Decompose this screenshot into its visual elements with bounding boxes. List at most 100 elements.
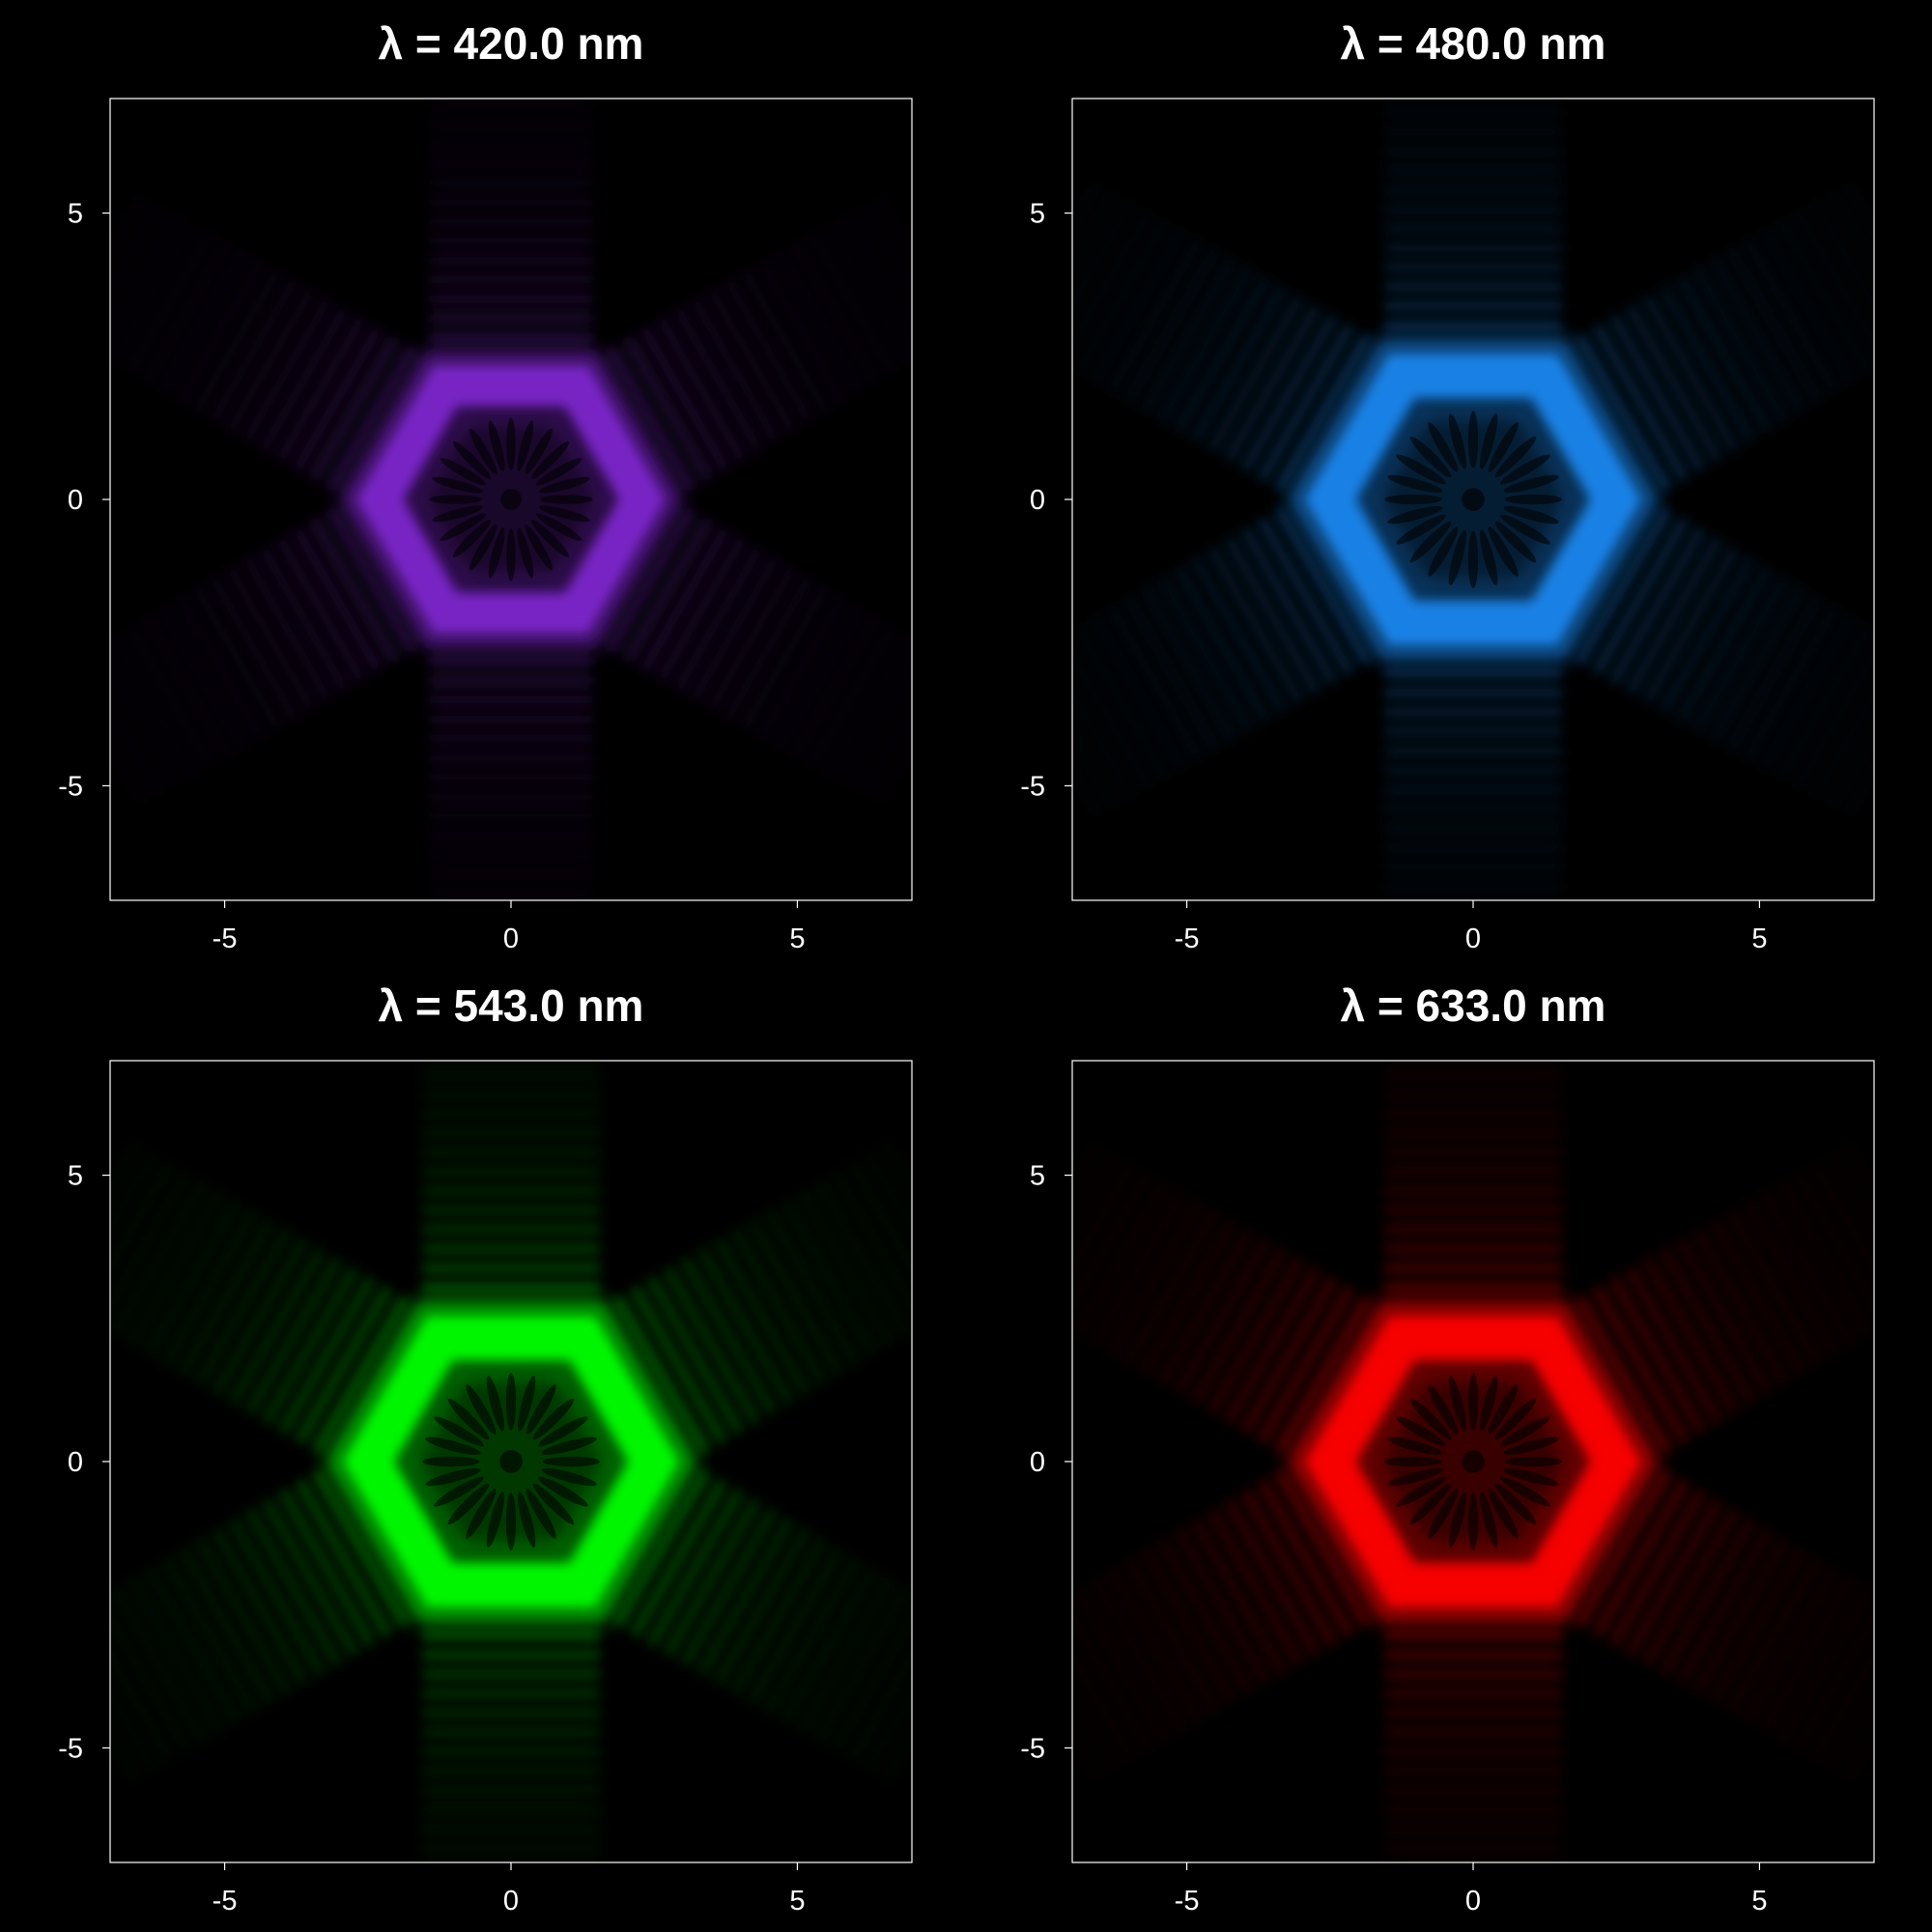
panel-title: λ = 420.0 nm: [379, 18, 644, 69]
panel-3: -5 0 5 5 0 -5 λ = 543.0 nm: [58, 980, 913, 1917]
y-tick-label: 0: [68, 485, 83, 516]
petal: [447, 1398, 490, 1440]
fringe: [1123, 1556, 1220, 1715]
fringe: [664, 1498, 760, 1657]
fringe: [706, 287, 797, 434]
fringe: [1626, 1498, 1722, 1657]
petal: [541, 1467, 597, 1487]
inner-fringes: [422, 1373, 600, 1550]
petal: [538, 476, 590, 494]
fringe: [125, 623, 215, 770]
petal: [452, 440, 492, 480]
fringe: [1207, 1508, 1304, 1666]
fringe: [1793, 1595, 1874, 1753]
fringe: [275, 536, 365, 683]
fringe: [1384, 128, 1562, 137]
petal: [1488, 1489, 1519, 1539]
fringe: [1384, 1032, 1562, 1040]
petal: [1448, 413, 1467, 469]
fringe: [1709, 1547, 1806, 1705]
fringe-arm: [429, 100, 593, 361]
fringe: [292, 326, 383, 472]
fringe: [756, 594, 847, 741]
fringe: [1384, 959, 1562, 968]
petal: [1500, 454, 1550, 485]
fringe: [192, 268, 282, 414]
fringe: [824, 219, 912, 366]
fringe: [422, 1051, 600, 1060]
fringe: [1793, 633, 1874, 791]
fringe: [1384, 1689, 1562, 1698]
fringe: [1090, 1189, 1187, 1348]
fringe: [1240, 526, 1338, 685]
fringe: [1608, 1276, 1706, 1435]
x-tick-label: -5: [1175, 923, 1200, 954]
petal: [440, 513, 487, 541]
fringe: [1123, 594, 1220, 753]
fringe: [1776, 1585, 1873, 1744]
fringe: [1793, 208, 1874, 366]
fringe: [1743, 1199, 1840, 1357]
fringe: [429, 274, 593, 284]
fringe: [1072, 1605, 1137, 1763]
fringe: [1072, 1595, 1153, 1753]
fringe: [1384, 1824, 1562, 1833]
petal: [1428, 422, 1459, 472]
fringe: [1576, 333, 1672, 492]
fringe: [1576, 1469, 1672, 1628]
x-tick-label: -5: [213, 923, 238, 954]
fringe: [194, 1537, 292, 1695]
petal: [1494, 521, 1537, 563]
fringe: [1626, 1266, 1722, 1425]
fringe: [1793, 1170, 1874, 1328]
fringe: [1384, 1264, 1562, 1273]
diffraction-pattern: [110, 1051, 912, 1853]
fringe: [813, 1585, 911, 1744]
fringe: [706, 565, 797, 712]
petal: [1488, 526, 1519, 577]
fringe: [807, 229, 897, 376]
x-tick-label: 5: [1751, 1886, 1767, 1917]
fringe: [1659, 285, 1756, 443]
fringe: [422, 1727, 600, 1737]
fringe: [225, 565, 316, 712]
x-tick-label: -5: [213, 1886, 238, 1917]
fringe: [144, 1566, 242, 1724]
petal: [1409, 1483, 1452, 1525]
fringe: [1642, 295, 1740, 453]
fringe: [278, 1489, 376, 1647]
fringe-arm: [1558, 1160, 1874, 1463]
hexagonal-ring: [1303, 352, 1643, 647]
fringe: [1257, 1286, 1354, 1444]
fringe: [422, 1186, 600, 1196]
fringe: [1384, 804, 1562, 813]
fringe: [1090, 613, 1187, 772]
fringe: [1626, 536, 1722, 695]
petal: [525, 524, 553, 571]
fringe: [111, 1585, 209, 1744]
petal: [542, 1456, 600, 1467]
petal: [1479, 1376, 1498, 1432]
fringe: [1384, 1843, 1562, 1853]
petal: [525, 428, 553, 475]
fringe: [429, 332, 593, 342]
y-tick-label: 0: [1030, 485, 1045, 516]
fringe: [128, 1576, 225, 1734]
fringe: [1384, 1766, 1562, 1776]
fringe: [831, 1170, 912, 1328]
fringe: [1709, 1218, 1806, 1377]
fringe: [429, 100, 593, 110]
fringe: [295, 1479, 392, 1637]
petal: [1500, 1476, 1550, 1507]
fringe: [429, 889, 593, 898]
fringe: [1384, 881, 1562, 891]
fringe: [422, 1128, 600, 1138]
fringe: [1384, 746, 1562, 755]
fringe: [429, 139, 593, 149]
y-tick-label: 5: [1030, 1161, 1045, 1192]
fringe: [192, 584, 282, 731]
center-dot: [1462, 1450, 1485, 1473]
fringe: [429, 294, 593, 303]
inner-fringes: [429, 417, 593, 582]
fringe: [623, 335, 713, 482]
